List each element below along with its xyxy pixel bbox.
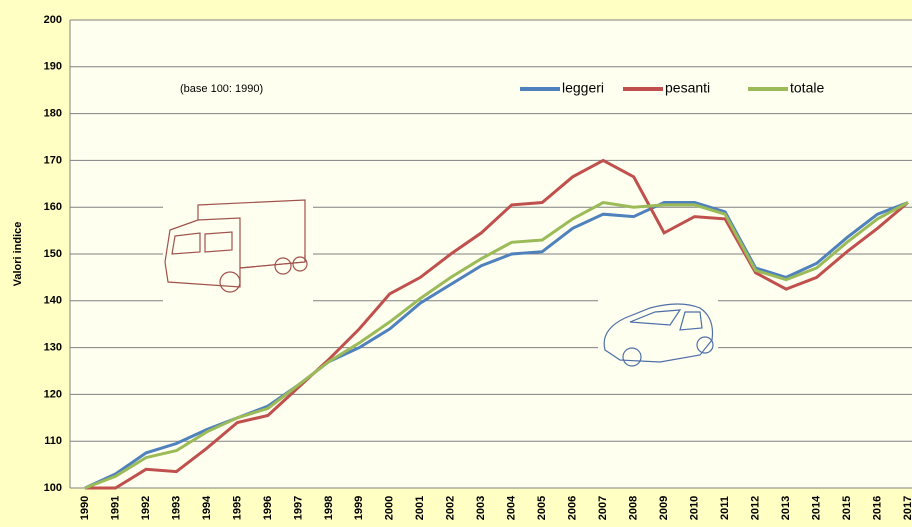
y-axis-label: Valori indice [12,222,24,287]
annotation: (base 100: 1990) [180,83,263,95]
y-tick-label: 180 [44,108,62,120]
x-tick-label: 1998 [323,496,335,520]
x-tick-label: 2014 [810,495,822,520]
x-tick-label: 1997 [292,496,304,520]
x-tick-label: 2013 [780,496,792,520]
x-tick-label: 1990 [79,496,91,520]
x-tick-label: 2015 [841,496,853,520]
x-tick-label: 2011 [719,496,731,520]
x-tick-label: 2017 [902,496,912,520]
y-tick-label: 200 [44,14,62,26]
x-tick-label: 2004 [506,495,518,520]
x-tick-label: 2012 [749,496,761,520]
x-tick-label: 2009 [658,496,670,520]
x-tick-label: 2000 [384,496,396,520]
y-tick-label: 100 [44,482,62,494]
y-tick-label: 130 [44,342,62,354]
x-tick-label: 2007 [597,496,609,520]
x-tick-label: 1995 [231,496,243,520]
legend-label: totale [790,80,824,96]
x-tick-label: 1994 [201,495,213,520]
x-tick-label: 2006 [567,496,579,520]
x-tick-label: 2001 [414,496,426,520]
x-tick-label: 1996 [262,496,274,520]
x-tick-label: 1999 [353,496,365,520]
page: {"chart_data": {"type": "line", "y_label… [0,0,912,527]
x-tick-label: 2005 [536,496,548,520]
x-tick-label: 1991 [109,496,121,520]
y-tick-label: 120 [44,388,62,400]
x-tick-label: 2008 [628,496,640,520]
y-tick-label: 150 [44,248,62,260]
chart: (base 100: 1990) Valori indice 100 110 120… [0,0,912,527]
y-tick-label: 160 [44,201,62,213]
y-tick-label: 170 [44,154,62,166]
legend-label: pesanti [665,80,710,96]
x-tick-label: 2002 [445,496,457,520]
legend-label: leggeri [562,80,604,96]
x-tick-label: 1992 [140,496,152,520]
car-icon [598,295,718,375]
x-tick-label: 2003 [475,496,487,520]
x-tick-label: 2010 [689,496,701,520]
y-tick-label: 140 [44,295,62,307]
x-tick-label: 2016 [871,496,883,520]
y-tick-label: 110 [44,435,62,447]
truck-icon [163,192,313,302]
x-tick-label: 1993 [170,496,182,520]
y-tick-label: 190 [44,61,62,73]
